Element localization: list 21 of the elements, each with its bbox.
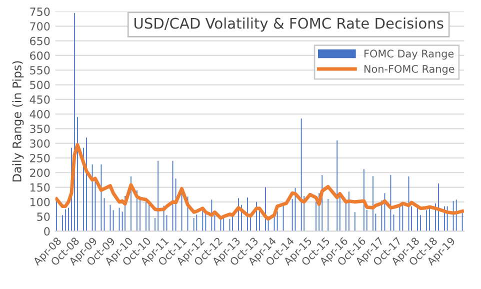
y-tick-label: 200 [30, 168, 50, 178]
y-tick-label: 750 [30, 8, 50, 16]
y-tick-label: 250 [30, 154, 50, 162]
y-tick-label: 450 [30, 95, 50, 104]
y-tick-label: 150 [30, 183, 50, 192]
y-tick-label: 550 [30, 66, 50, 75]
chart-title: USD/CAD Volatility & FOMC Rate Decisions [134, 18, 444, 32]
y-tick-label: 350 [30, 124, 50, 134]
y-axis-title: Daily Range (in Pips) [12, 61, 24, 182]
y-tick-label: 600 [30, 51, 50, 60]
y-tick-label: 400 [30, 110, 50, 118]
y-tick-label: 700 [30, 22, 50, 31]
y-tick-label: 650 [30, 36, 50, 46]
y-tick-label: 100 [30, 198, 50, 206]
y-tick-label: 500 [30, 80, 50, 90]
y-tick-label: 50 [37, 212, 50, 221]
y-tick-label: 300 [30, 139, 50, 148]
line-series [55, 143, 464, 221]
legend-label: FOMC Day Range [364, 50, 454, 60]
legend-label: Non-FOMC Range [364, 64, 454, 75]
y-tick-label: 0 [44, 227, 50, 236]
